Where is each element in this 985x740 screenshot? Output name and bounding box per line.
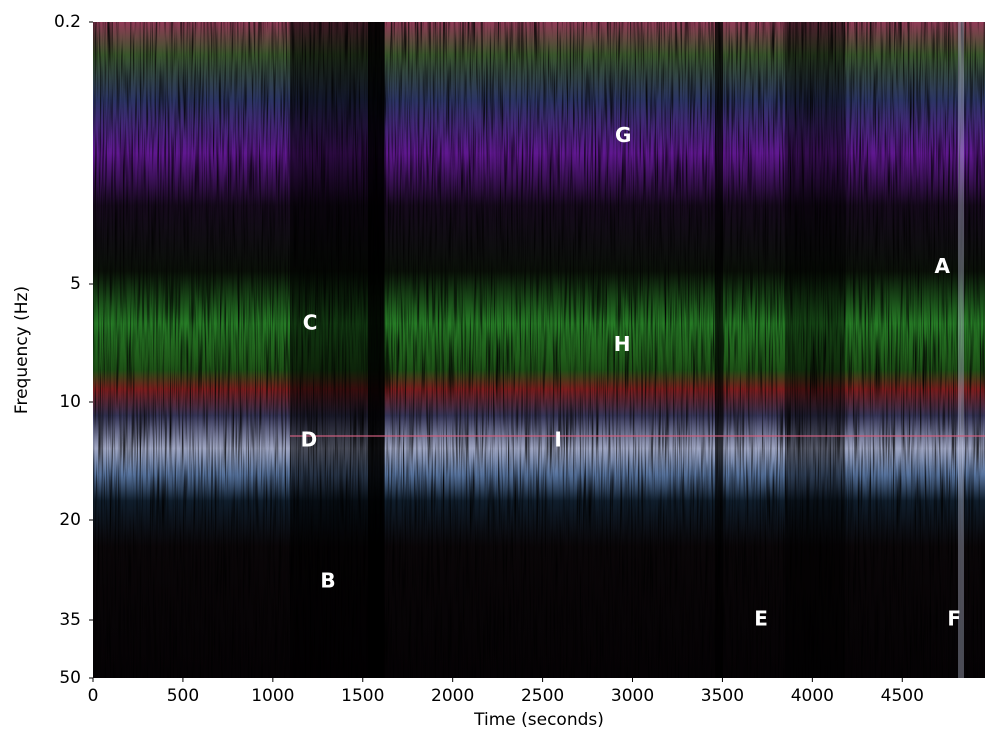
y-tick-label: 5 [70, 274, 81, 294]
spectrogram-image [93, 22, 985, 678]
annotation: G [615, 123, 631, 147]
x-tick-label: 3000 [611, 686, 654, 706]
x-tick-label: 0 [88, 686, 99, 706]
y-tick-label: 10 [59, 392, 81, 412]
annotation: F [947, 607, 961, 631]
annotation: D [301, 427, 318, 451]
annotation: E [754, 607, 768, 631]
y-tick-label: 0.2 [54, 12, 81, 32]
x-tick-label: 1000 [251, 686, 294, 706]
x-tick-label: 2000 [431, 686, 474, 706]
x-tick-label: 4000 [791, 686, 834, 706]
y-tick-label: 35 [59, 610, 81, 630]
annotation: I [554, 427, 561, 451]
x-tick-label: 4500 [881, 686, 924, 706]
annotation: C [303, 311, 318, 335]
x-tick-label: 2500 [521, 686, 564, 706]
annotation: B [320, 569, 335, 593]
annotation: H [614, 332, 631, 356]
y-tick-label: 50 [59, 668, 81, 688]
x-tick-label: 500 [167, 686, 199, 706]
y-tick-label: 20 [59, 510, 81, 530]
x-axis-label: Time (seconds) [473, 710, 604, 730]
x-tick-label: 1500 [341, 686, 384, 706]
annotation: A [934, 254, 950, 278]
y-axis-label: Frequency (Hz) [12, 286, 32, 414]
x-tick-label: 3500 [701, 686, 744, 706]
